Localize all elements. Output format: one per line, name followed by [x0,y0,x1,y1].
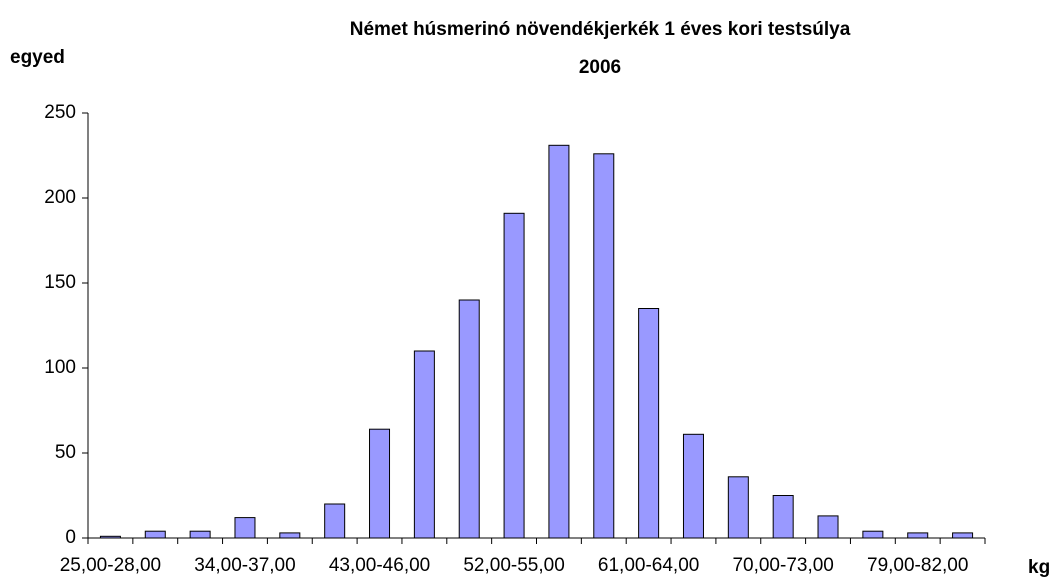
bar [682,433,704,539]
bar [369,428,391,539]
x-tick-label: 79,00-82,00 [867,555,968,576]
bar [189,530,211,539]
x-tick-label: 25,00-28,00 [60,555,161,576]
chart-title: 2006 [579,57,621,78]
chart-title: Német húsmerinó növendékjerkék 1 éves ko… [350,19,851,40]
y-tick-label: 200 [44,187,76,208]
bar [593,153,615,539]
bar [324,503,346,539]
bar [772,495,794,539]
x-tick-label: 70,00-73,00 [732,555,833,576]
bar [548,144,570,539]
bar [907,532,929,539]
bar [279,532,301,539]
bar [952,532,974,539]
x-tick-label: 43,00-46,00 [329,555,430,576]
x-axis-label: kg [1028,557,1050,578]
bar [817,515,839,539]
bar [727,476,749,539]
bar [413,350,435,539]
y-tick-label: 0 [65,527,76,548]
y-tick-label: 100 [44,357,76,378]
y-tick-label: 50 [55,442,76,463]
bar [458,299,480,539]
y-tick-label: 150 [44,272,76,293]
x-tick-label: 34,00-37,00 [194,555,295,576]
x-tick-label: 61,00-64,00 [598,555,699,576]
bar [144,530,166,539]
y-axis-label: egyed [10,47,65,68]
bar [638,308,660,539]
bar [862,530,884,539]
y-tick-label: 250 [44,102,76,123]
bar [99,535,121,539]
bar [234,517,256,539]
x-tick-label: 52,00-55,00 [463,555,564,576]
bar [503,212,525,539]
